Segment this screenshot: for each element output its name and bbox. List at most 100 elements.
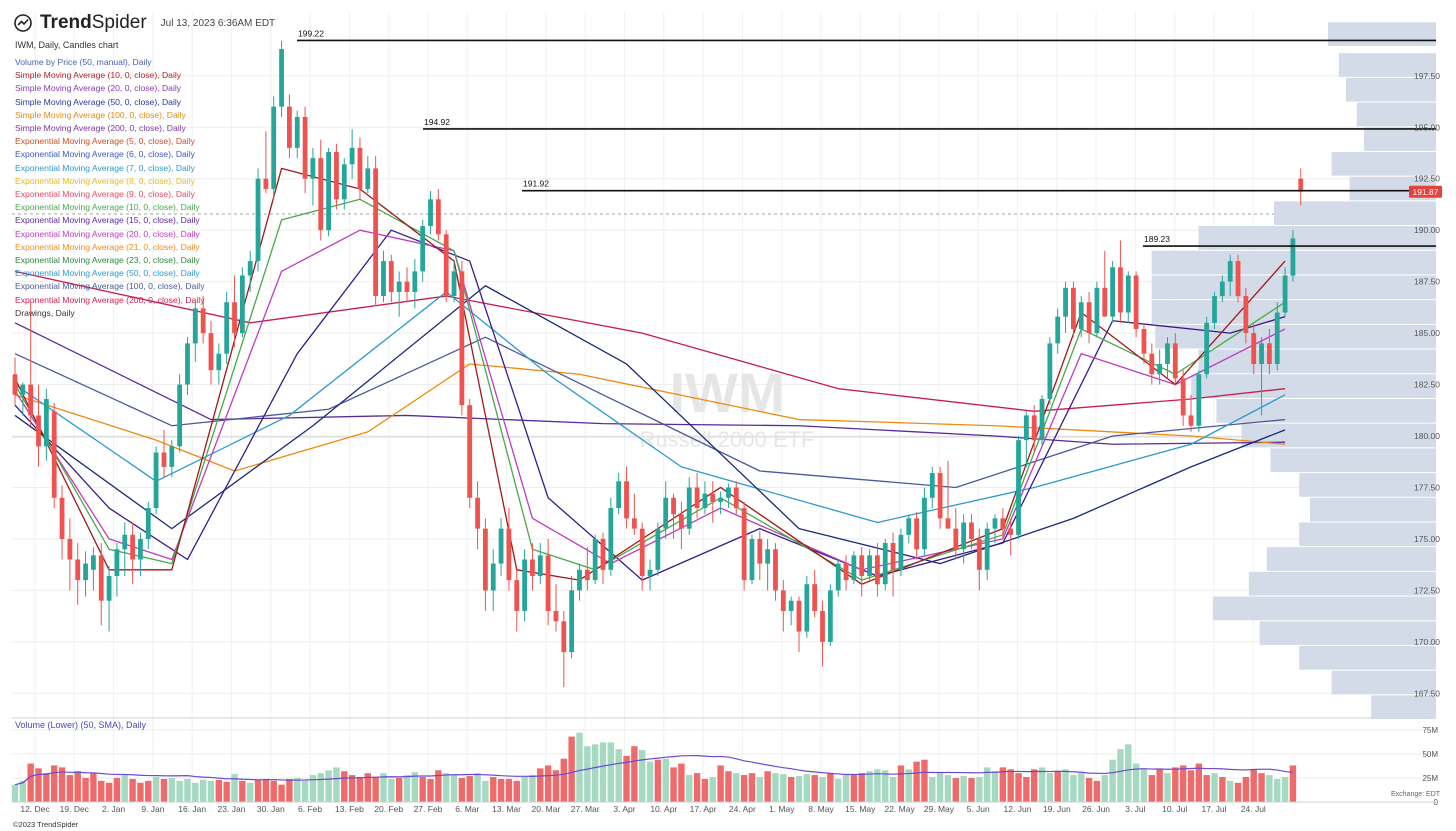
time-tick-label: 27. Feb	[414, 804, 443, 814]
candle-body	[1094, 287, 1100, 334]
volume-bar	[701, 778, 709, 802]
volume-bar	[1281, 777, 1289, 802]
volume-bar	[388, 778, 395, 802]
volume-bar	[1258, 773, 1265, 802]
candle-body	[271, 106, 277, 190]
volume-bar	[51, 765, 58, 802]
volume-bar	[874, 769, 881, 802]
time-tick-label: 6. Mar	[455, 804, 479, 814]
vbp-bar	[1328, 22, 1436, 46]
candle-body	[530, 559, 535, 576]
volume-bar	[568, 736, 575, 802]
candle-body	[514, 580, 520, 611]
candle-body	[898, 534, 904, 570]
volume-bar	[262, 778, 270, 802]
candle-body	[561, 621, 567, 653]
level-label: 194.92	[424, 117, 450, 127]
volume-bar	[952, 777, 959, 802]
candle-body	[302, 116, 308, 179]
volume-sma-line	[14, 755, 1293, 786]
volume-bar	[1101, 775, 1108, 802]
volume-bar	[921, 759, 928, 802]
legend-item: Drawings, Daily	[15, 307, 75, 318]
price-tick-label: 177.50	[1414, 482, 1440, 492]
volume-bar	[223, 781, 230, 802]
vbp-bar	[1241, 423, 1436, 448]
candle-body	[98, 555, 104, 601]
volume-bar	[270, 780, 277, 802]
candle-body	[788, 600, 794, 611]
time-tick-label: 8. May	[808, 804, 834, 814]
candle-body	[577, 569, 582, 591]
time-tick-label: 27. Mar	[571, 804, 600, 814]
volume-bar	[58, 767, 66, 802]
volume-bar	[968, 777, 975, 802]
candle-body	[1172, 343, 1178, 379]
volume-tick-label: 0	[1434, 798, 1439, 807]
volume-bar	[1274, 778, 1281, 802]
volume-bar	[787, 777, 795, 802]
vbp-bar	[1331, 151, 1436, 176]
volume-bar	[1015, 773, 1022, 802]
volume-bar	[403, 775, 411, 802]
candle-body	[812, 584, 818, 611]
legend-item: Exponential Moving Average (6, 0, close)…	[15, 149, 195, 160]
volume-bar	[835, 778, 842, 802]
volume-bar	[780, 774, 787, 802]
candle-body	[185, 343, 190, 385]
volume-bar	[192, 782, 199, 802]
volume-bar	[521, 777, 528, 802]
candle-body	[780, 590, 786, 611]
volume-bar	[897, 765, 905, 802]
candle-body	[177, 384, 183, 447]
candle-body	[1165, 343, 1170, 364]
vbp-bar	[1299, 522, 1436, 547]
candle-body	[890, 543, 896, 570]
candle-body	[843, 563, 849, 581]
candle-body	[545, 555, 551, 611]
price-tick-label: 172.50	[1414, 585, 1440, 595]
candle-body	[1125, 275, 1131, 313]
candle-body	[1047, 343, 1053, 399]
volume-bar	[960, 776, 967, 802]
brand-prefix: Trend	[40, 12, 92, 33]
time-tick-label: 9. Jan	[141, 804, 164, 814]
volume-bar	[82, 777, 89, 802]
ma-line	[14, 198, 1286, 581]
volume-bar	[1250, 769, 1257, 802]
candle-body	[12, 374, 18, 395]
candle-body	[624, 481, 629, 519]
volume-bar	[466, 776, 473, 802]
volume-bar	[1172, 767, 1179, 802]
volume-bar	[443, 773, 450, 802]
candle-body	[130, 534, 135, 560]
volume-bar	[1132, 763, 1140, 802]
volume-bars	[11, 732, 1297, 802]
time-tick-label: 16. Jan	[178, 804, 206, 814]
legend-item: Exponential Moving Average (200, 0, clos…	[15, 294, 205, 305]
time-tick-label: 20. Mar	[531, 804, 560, 814]
candle-body	[1227, 261, 1233, 282]
volume-bar	[207, 780, 215, 802]
legend-item: Exponential Moving Average (100, 0, clos…	[15, 281, 205, 292]
candle-body	[498, 528, 504, 564]
candle-body	[263, 178, 269, 190]
candle-body	[1290, 238, 1296, 276]
volume-bar	[936, 773, 944, 802]
candle-body	[584, 569, 590, 581]
candle-body	[506, 528, 512, 581]
volume-bar	[858, 773, 865, 802]
volume-bar	[1062, 769, 1069, 802]
volume-bar	[850, 774, 858, 802]
candle-body	[216, 353, 222, 371]
volume-bar	[309, 775, 317, 802]
volume-bar	[1148, 775, 1155, 802]
candle-body	[773, 549, 778, 591]
candle-body	[726, 487, 731, 498]
candle-body	[922, 497, 927, 550]
candle-body	[741, 508, 747, 581]
volume-bar	[1023, 777, 1030, 802]
volume-bar	[176, 780, 183, 802]
candle-body	[757, 538, 763, 564]
